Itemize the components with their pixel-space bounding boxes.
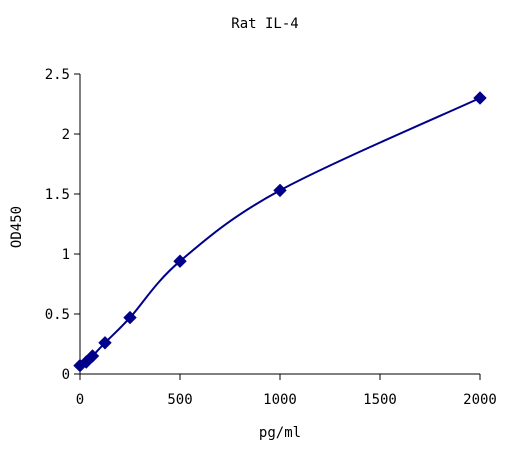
y-tick-label: 1.5: [45, 187, 70, 203]
x-tick-label: 1500: [363, 392, 397, 408]
y-tick-label: 2.5: [45, 67, 70, 83]
chart-title: Rat IL-4: [231, 16, 298, 32]
data-point: [473, 91, 487, 105]
x-tick-label: 0: [76, 392, 84, 408]
x-tick-label: 500: [167, 392, 192, 408]
series-line: [79, 97, 481, 367]
y-tick-label: 1: [62, 247, 70, 263]
y-tick-label: 0: [62, 367, 70, 383]
data-point: [273, 183, 287, 198]
data-point: [98, 336, 112, 350]
data-point: [173, 254, 187, 268]
data-point: [85, 349, 100, 363]
x-tick-label: 2000: [463, 392, 497, 408]
y-tick-label: 2: [62, 127, 70, 143]
data-point: [123, 310, 137, 325]
x-tick-label: 1000: [263, 392, 297, 408]
y-tick-label: 0.5: [45, 307, 70, 323]
y-axis-label: OD450: [9, 206, 25, 248]
x-axis-label: pg/ml: [259, 425, 301, 441]
